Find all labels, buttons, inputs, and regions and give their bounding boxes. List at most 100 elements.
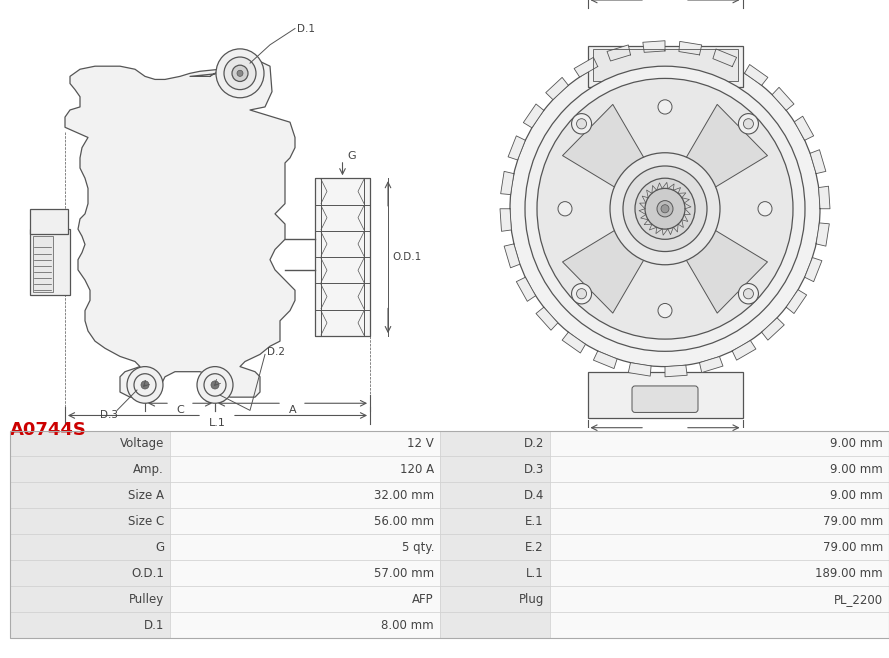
Text: O.D.1: O.D.1 [392,252,421,262]
Text: 79.00 mm: 79.00 mm [822,515,883,528]
Text: E.1: E.1 [525,515,544,528]
Polygon shape [700,357,723,372]
Circle shape [558,201,572,216]
Circle shape [127,367,163,403]
Polygon shape [773,88,794,111]
Polygon shape [500,209,511,232]
Circle shape [525,66,805,351]
Bar [170,612,440,638]
Circle shape [661,205,669,213]
Circle shape [658,100,672,114]
Polygon shape [786,290,806,313]
Text: Size C: Size C [128,515,164,528]
Circle shape [197,367,233,403]
Circle shape [635,178,695,240]
Text: Size A: Size A [128,489,164,502]
Polygon shape [594,351,617,368]
Polygon shape [563,222,652,313]
Circle shape [216,49,264,98]
Bar [550,509,889,534]
Bar [10,509,170,534]
Text: AFP: AFP [412,593,434,605]
Text: A: A [289,405,296,415]
Circle shape [577,289,587,299]
Bar [550,457,889,482]
Polygon shape [810,150,826,174]
Bar [170,457,440,482]
Bar [10,586,170,612]
Bar [10,430,170,457]
Polygon shape [643,41,665,53]
Bar [550,482,889,509]
Bar [550,560,889,586]
Polygon shape [607,45,630,61]
Polygon shape [762,318,784,340]
Text: L.1: L.1 [526,567,544,580]
Text: PL_2200: PL_2200 [834,593,883,605]
Bar [440,534,550,560]
Bar [550,612,889,638]
Bar [10,612,170,638]
Circle shape [645,188,685,229]
Polygon shape [713,49,737,66]
Bar [170,586,440,612]
Bar [440,430,550,457]
Text: E.2: E.2 [525,541,544,554]
Bar [10,457,170,482]
Text: 189.00 mm: 189.00 mm [815,567,883,580]
Polygon shape [504,244,520,268]
Bar [440,482,550,509]
Polygon shape [65,59,295,397]
Circle shape [572,114,591,134]
Circle shape [510,51,820,367]
Bar [170,534,440,560]
Text: 8.00 mm: 8.00 mm [381,619,434,632]
Circle shape [141,381,149,389]
Bar [550,534,889,560]
Text: 32.00 mm: 32.00 mm [374,489,434,502]
Polygon shape [536,307,558,330]
Bar [440,509,550,534]
Bar [440,586,550,612]
Text: Pulley: Pulley [129,593,164,605]
Circle shape [572,284,591,304]
Text: E.2: E.2 [656,438,674,448]
Bar [170,430,440,457]
Circle shape [739,284,758,304]
Text: Amp.: Amp. [133,463,164,476]
Text: 9.00 mm: 9.00 mm [830,437,883,450]
Text: 56.00 mm: 56.00 mm [374,515,434,528]
Text: 9.00 mm: 9.00 mm [830,463,883,476]
Bar [170,560,440,586]
Bar [440,560,550,586]
Text: 120 A: 120 A [400,463,434,476]
Bar [440,457,550,482]
Text: G: G [155,541,164,554]
Text: D.1: D.1 [144,619,164,632]
FancyBboxPatch shape [30,209,68,234]
Polygon shape [816,223,829,246]
FancyBboxPatch shape [33,236,53,292]
Polygon shape [665,365,687,377]
Text: D.3: D.3 [524,463,544,476]
Circle shape [657,201,673,217]
Bar [10,430,889,638]
Circle shape [743,289,754,299]
Bar [550,430,889,457]
Polygon shape [805,257,822,282]
Polygon shape [744,64,768,86]
Circle shape [237,70,243,76]
Text: D.4: D.4 [524,489,544,502]
FancyBboxPatch shape [632,386,698,413]
Circle shape [211,381,219,389]
Text: Voltage: Voltage [120,437,164,450]
Polygon shape [574,57,597,77]
Circle shape [224,57,256,89]
Circle shape [232,65,248,82]
Bar [10,534,170,560]
Circle shape [658,303,672,318]
Polygon shape [819,186,830,209]
Circle shape [537,78,793,339]
Polygon shape [678,105,767,195]
Polygon shape [509,136,525,160]
